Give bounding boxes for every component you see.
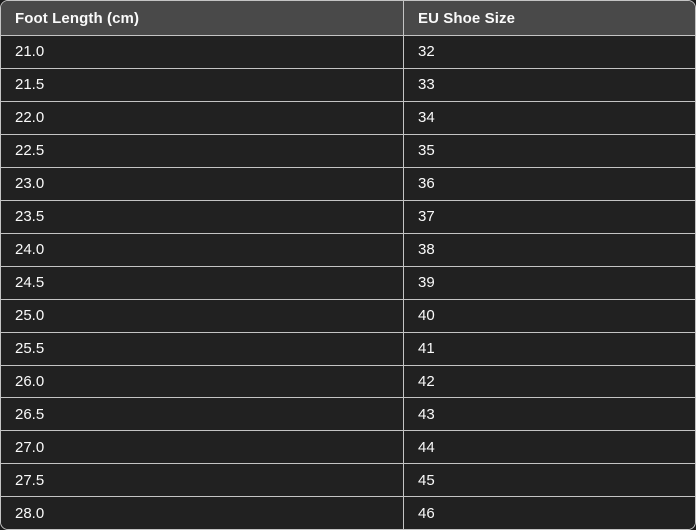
eu-shoe-size-cell: 43	[403, 397, 695, 431]
eu-shoe-size-cell: 32	[403, 35, 695, 69]
table-row: 21.0 32	[1, 35, 695, 69]
eu-shoe-size-cell: 33	[403, 67, 695, 102]
table-row: 27.5 45	[1, 463, 695, 497]
foot-length-cell: 25.0	[1, 298, 404, 333]
foot-length-cell: 27.5	[1, 463, 404, 497]
header-row: Foot Length (cm) EU Shoe Size	[1, 1, 695, 36]
eu-shoe-size-cell: 35	[403, 133, 695, 168]
table-row: 23.0 36	[1, 166, 695, 201]
table-header: Foot Length (cm) EU Shoe Size	[1, 1, 695, 36]
table-row: 21.5 33	[1, 67, 695, 102]
table-row: 22.0 34	[1, 100, 695, 135]
table-row: 27.0 44	[1, 430, 695, 464]
eu-shoe-size-cell: 38	[403, 232, 695, 267]
eu-shoe-size-cell: 44	[403, 430, 695, 464]
eu-shoe-size-cell: 41	[403, 331, 695, 366]
foot-length-cell: 21.5	[1, 67, 404, 102]
foot-length-cell: 22.5	[1, 133, 404, 168]
table-row: 25.0 40	[1, 298, 695, 333]
foot-length-cell: 21.0	[1, 35, 404, 69]
eu-shoe-size-cell: 46	[403, 496, 695, 529]
eu-shoe-size-cell: 34	[403, 100, 695, 135]
eu-shoe-size-cell: 40	[403, 298, 695, 333]
foot-length-cell: 25.5	[1, 331, 404, 366]
table-row: 24.0 38	[1, 232, 695, 267]
table-row: 24.5 39	[1, 265, 695, 300]
column-header-foot-length: Foot Length (cm)	[1, 1, 404, 36]
foot-length-cell: 24.0	[1, 232, 404, 267]
eu-shoe-size-cell: 36	[403, 166, 695, 201]
table-row: 26.5 43	[1, 397, 695, 431]
column-header-eu-shoe-size: EU Shoe Size	[403, 1, 695, 36]
foot-length-cell: 26.0	[1, 364, 404, 398]
foot-length-cell: 26.5	[1, 397, 404, 431]
eu-shoe-size-cell: 45	[403, 463, 695, 497]
foot-length-cell: 28.0	[1, 496, 404, 529]
foot-length-cell: 23.0	[1, 166, 404, 201]
foot-length-cell: 22.0	[1, 100, 404, 135]
foot-length-cell: 24.5	[1, 265, 404, 300]
table-row: 25.5 41	[1, 331, 695, 366]
table-row: 26.0 42	[1, 364, 695, 398]
foot-length-cell: 23.5	[1, 199, 404, 234]
eu-shoe-size-cell: 42	[403, 364, 695, 398]
eu-shoe-size-cell: 37	[403, 199, 695, 234]
eu-shoe-size-cell: 39	[403, 265, 695, 300]
table-row: 22.5 35	[1, 133, 695, 168]
table-body: 21.0 32 21.5 33 22.0 34 22.5 35 23.0 36 23.5 37 24.0…	[1, 35, 695, 529]
table-row: 28.0 46	[1, 496, 695, 529]
table-row: 23.5 37	[1, 199, 695, 234]
foot-length-cell: 27.0	[1, 430, 404, 464]
